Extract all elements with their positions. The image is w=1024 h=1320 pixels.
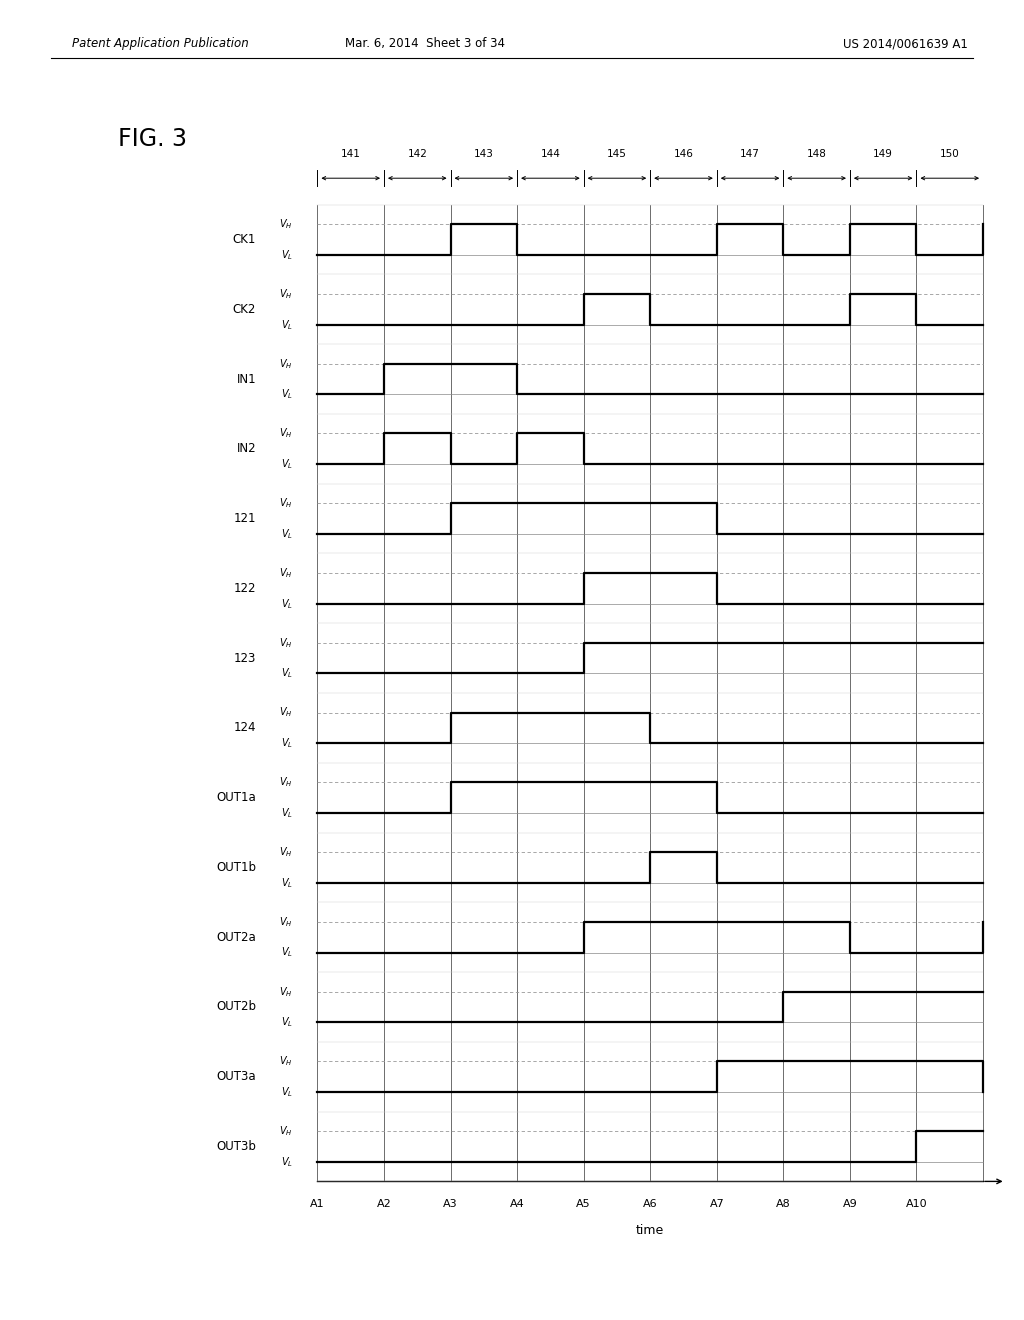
Text: A10: A10 — [905, 1199, 928, 1209]
Text: IN1: IN1 — [237, 372, 256, 385]
Text: $V_H$: $V_H$ — [280, 915, 293, 929]
Text: OUT2a: OUT2a — [216, 931, 256, 944]
Text: OUT1a: OUT1a — [216, 791, 256, 804]
Text: 141: 141 — [341, 149, 360, 160]
Text: CK1: CK1 — [232, 234, 256, 246]
Text: $V_L$: $V_L$ — [281, 457, 293, 471]
Text: $V_L$: $V_L$ — [281, 248, 293, 261]
Text: CK2: CK2 — [232, 302, 256, 315]
Text: $V_H$: $V_H$ — [280, 566, 293, 579]
Text: $V_H$: $V_H$ — [280, 706, 293, 719]
Text: A1: A1 — [310, 1199, 325, 1209]
Text: $V_H$: $V_H$ — [280, 775, 293, 789]
Text: 143: 143 — [474, 149, 494, 160]
Text: 150: 150 — [940, 149, 959, 160]
Text: 122: 122 — [233, 582, 256, 595]
Text: $V_L$: $V_L$ — [281, 807, 293, 820]
Text: OUT3a: OUT3a — [216, 1071, 256, 1084]
Text: 142: 142 — [408, 149, 427, 160]
Text: 149: 149 — [873, 149, 893, 160]
Text: A4: A4 — [510, 1199, 524, 1209]
Text: 147: 147 — [740, 149, 760, 160]
Text: Patent Application Publication: Patent Application Publication — [72, 37, 249, 50]
Text: OUT2b: OUT2b — [216, 1001, 256, 1014]
Text: $V_H$: $V_H$ — [280, 1125, 293, 1138]
Text: IN2: IN2 — [237, 442, 256, 455]
Text: A2: A2 — [377, 1199, 391, 1209]
Text: $V_H$: $V_H$ — [280, 1055, 293, 1068]
Text: A8: A8 — [776, 1199, 791, 1209]
Text: $V_L$: $V_L$ — [281, 1155, 293, 1168]
Text: $V_H$: $V_H$ — [280, 286, 293, 301]
Text: A3: A3 — [443, 1199, 458, 1209]
Text: 124: 124 — [233, 722, 256, 734]
Text: $V_L$: $V_L$ — [281, 388, 293, 401]
Text: $V_L$: $V_L$ — [281, 1085, 293, 1100]
Text: 123: 123 — [233, 652, 256, 664]
Text: $V_L$: $V_L$ — [281, 527, 293, 541]
Text: $V_H$: $V_H$ — [280, 356, 293, 371]
Text: $V_H$: $V_H$ — [280, 426, 293, 441]
Text: OUT1b: OUT1b — [216, 861, 256, 874]
Text: OUT3b: OUT3b — [216, 1140, 256, 1152]
Text: $V_H$: $V_H$ — [280, 845, 293, 859]
Text: 148: 148 — [807, 149, 826, 160]
Text: US 2014/0061639 A1: US 2014/0061639 A1 — [843, 37, 968, 50]
Text: $V_L$: $V_L$ — [281, 1015, 293, 1030]
Text: $V_H$: $V_H$ — [280, 636, 293, 649]
Text: $V_L$: $V_L$ — [281, 597, 293, 611]
Text: $V_L$: $V_L$ — [281, 737, 293, 750]
Text: $V_L$: $V_L$ — [281, 318, 293, 331]
Text: time: time — [636, 1224, 665, 1237]
Text: $V_L$: $V_L$ — [281, 667, 293, 680]
Text: $V_H$: $V_H$ — [280, 218, 293, 231]
Text: $V_L$: $V_L$ — [281, 945, 293, 960]
Text: A6: A6 — [643, 1199, 657, 1209]
Text: 145: 145 — [607, 149, 627, 160]
Text: $V_H$: $V_H$ — [280, 496, 293, 510]
Text: A5: A5 — [577, 1199, 591, 1209]
Text: $V_H$: $V_H$ — [280, 985, 293, 998]
Text: A9: A9 — [843, 1199, 857, 1209]
Text: 146: 146 — [674, 149, 693, 160]
Text: $V_L$: $V_L$ — [281, 876, 293, 890]
Text: 144: 144 — [541, 149, 560, 160]
Text: 121: 121 — [233, 512, 256, 525]
Text: Mar. 6, 2014  Sheet 3 of 34: Mar. 6, 2014 Sheet 3 of 34 — [345, 37, 505, 50]
Text: FIG. 3: FIG. 3 — [118, 127, 186, 150]
Text: A7: A7 — [710, 1199, 724, 1209]
